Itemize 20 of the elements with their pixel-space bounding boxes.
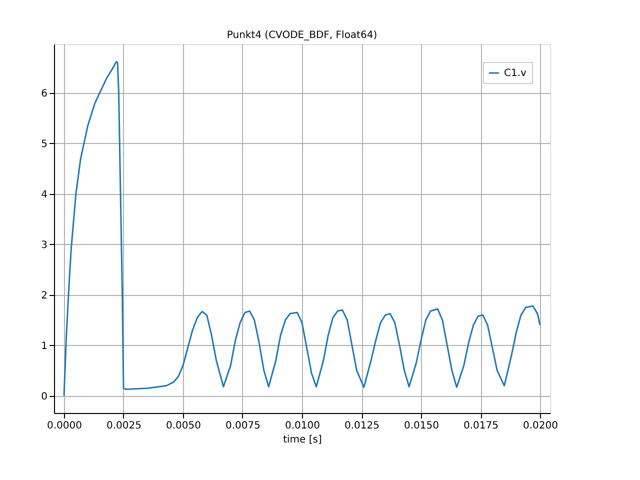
- y-tick-label: 0: [41, 391, 48, 402]
- x-tick-label: 0.0100: [285, 420, 320, 432]
- x-tick-label: 0.0075: [226, 420, 260, 432]
- y-tick-label: 1: [41, 340, 48, 352]
- y-tick-label: 6: [41, 88, 48, 100]
- x-axis-title: time [s]: [283, 434, 322, 446]
- x-tick-label: 0.0125: [344, 420, 380, 432]
- y-tick-label: 5: [41, 138, 48, 150]
- line-series: [63, 60, 541, 397]
- x-tick-label: 0.0175: [464, 420, 499, 432]
- x-tick-label: 0.0200: [523, 420, 558, 432]
- y-tick-label: 4: [41, 189, 48, 200]
- y-tick-label: 2: [41, 290, 48, 302]
- legend-label: C1.v: [504, 68, 527, 79]
- x-tick-label: 0.0150: [404, 420, 439, 432]
- y-tick-label: 3: [41, 240, 48, 251]
- x-tick-label: 0.0000: [46, 420, 82, 432]
- x-tick-label: 0.0050: [166, 420, 201, 432]
- x-tick-label: 0.0025: [106, 420, 142, 432]
- chart-title: Punkt4 (CVODE_BDF, Float64): [226, 30, 378, 41]
